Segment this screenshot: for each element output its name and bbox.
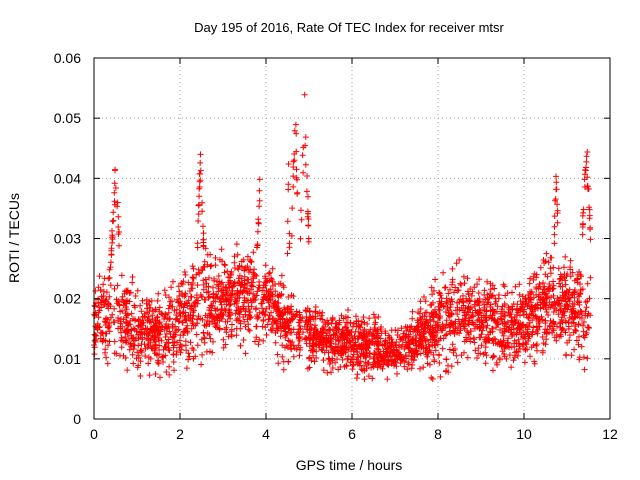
x-tick-labels: 0 2 4 6 8 10 12	[90, 426, 618, 442]
y-tick-label: 0	[73, 411, 81, 427]
y-tick-label: 0.04	[54, 170, 81, 186]
chart-title: Day 195 of 2016, Rate Of TEC Index for r…	[194, 20, 504, 35]
y-tick-label: 0.03	[54, 231, 81, 247]
x-axis-label: GPS time / hours	[296, 457, 403, 473]
roti-scatter-marks	[91, 91, 594, 383]
x-tick-label: 8	[434, 426, 442, 442]
x-tick-label: 12	[602, 426, 618, 442]
y-tick-label: 0.02	[54, 291, 81, 307]
x-tick-label: 2	[176, 426, 184, 442]
x-tick-label: 6	[348, 426, 356, 442]
y-tick-label: 0.06	[54, 50, 81, 66]
x-tick-label: 10	[516, 426, 532, 442]
y-tick-label: 0.01	[54, 351, 81, 367]
data-points	[91, 91, 594, 383]
y-tick-labels: 0 0.01 0.02 0.03 0.04 0.05 0.06	[54, 50, 81, 427]
y-tick-label: 0.05	[54, 110, 81, 126]
y-axis-label: ROTI / TECUs	[6, 193, 22, 283]
x-tick-label: 4	[262, 426, 270, 442]
axis-ticks	[93, 57, 611, 420]
x-tick-label: 0	[90, 426, 98, 442]
grid-lines	[94, 58, 610, 419]
